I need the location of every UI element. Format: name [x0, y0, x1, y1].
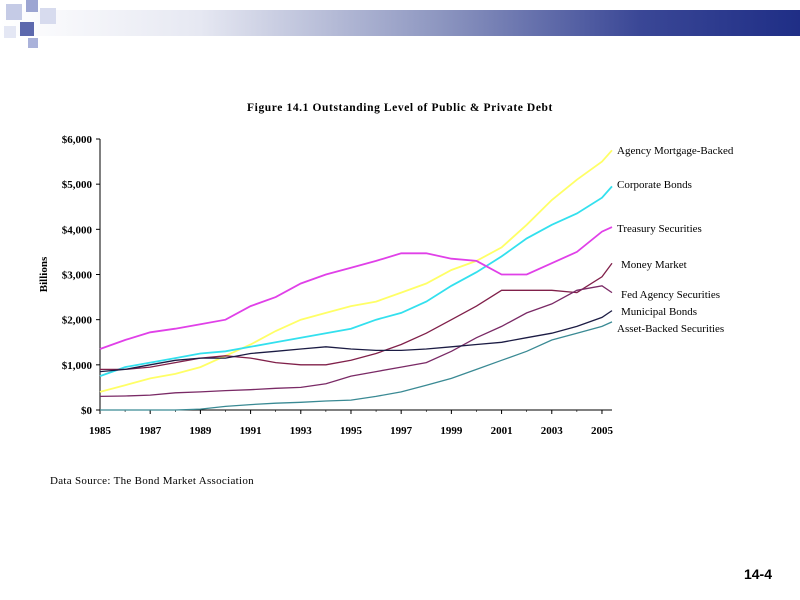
series-line-3	[100, 262, 613, 371]
slide-number: 14-4	[743, 566, 772, 582]
series-line-0	[99, 149, 613, 393]
y-tick-label: $3,000	[62, 270, 93, 282]
decor-square	[20, 22, 34, 36]
x-tick-label: 2003	[541, 425, 564, 437]
chart-title: Figure 14.1 Outstanding Level of Public …	[247, 102, 553, 114]
y-tick-label: $5,000	[62, 179, 93, 191]
series-line-5	[99, 310, 613, 373]
series-label-2: Treasury Securities	[617, 223, 702, 235]
y-tick-label: $4,000	[62, 224, 93, 236]
y-tick-label: $6,000	[62, 134, 93, 146]
decor-square	[4, 26, 16, 38]
x-tick-label: 1995	[340, 425, 363, 437]
x-tick-label: 1999	[440, 425, 463, 437]
x-tick-label: 2005	[591, 425, 614, 437]
header-gradient-bar	[0, 10, 800, 36]
y-tick-label: $2,000	[62, 315, 93, 327]
decorative-squares	[0, 0, 70, 52]
x-tick-label: 2001	[491, 425, 513, 437]
decor-square	[40, 8, 56, 24]
data-source-note: Data Source: The Bond Market Association	[50, 475, 254, 487]
x-tick-label: 1991	[240, 425, 262, 437]
x-tick-label: 1985	[89, 425, 112, 437]
series-line-4	[99, 285, 613, 398]
series-line-1	[99, 185, 613, 377]
y-tick-label: $1,000	[62, 360, 93, 372]
decor-square	[28, 38, 38, 48]
series-label-0: Agency Mortgage-Backed	[617, 145, 734, 157]
x-tick-label: 1989	[189, 425, 212, 437]
x-tick-label: 1997	[390, 425, 413, 437]
x-tick-label: 1993	[290, 425, 313, 437]
x-tick-label: 1987	[139, 425, 162, 437]
series-line-2	[99, 226, 613, 350]
y-tick-label: $0	[81, 405, 93, 417]
series-label-6: Asset-Backed Securities	[617, 323, 724, 335]
y-axis-label: Billions	[38, 256, 50, 292]
decor-square	[6, 4, 22, 20]
series-label-1: Corporate Bonds	[617, 179, 692, 191]
series-label-5: Municipal Bonds	[621, 306, 697, 318]
series-line-6	[100, 321, 613, 411]
series-label-3: Money Market	[621, 259, 687, 271]
decor-square	[26, 0, 38, 12]
series-label-4: Fed Agency Securities	[621, 289, 720, 301]
